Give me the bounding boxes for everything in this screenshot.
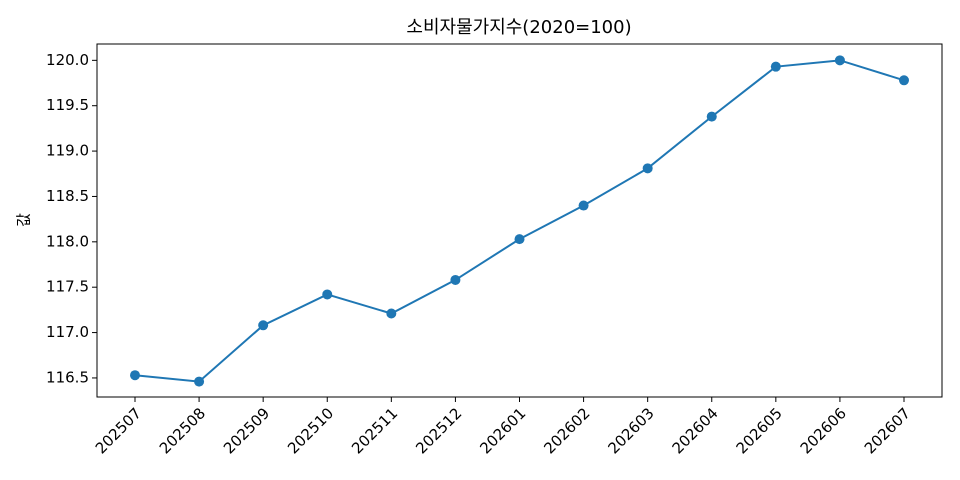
y-tick-label: 117.0 xyxy=(46,323,89,341)
point xyxy=(450,274,461,285)
x-tick-label: 202508 xyxy=(156,404,209,457)
x-tick-label: 202602 xyxy=(540,404,593,457)
x-tick-label: 202509 xyxy=(220,404,273,457)
point xyxy=(514,234,525,245)
y-tick-label: 118.0 xyxy=(46,232,89,250)
y-tick-label: 119.0 xyxy=(46,142,89,160)
x-tick-label: 202510 xyxy=(284,404,337,457)
point xyxy=(770,61,781,72)
point xyxy=(706,111,717,122)
y-tick-label: 120.0 xyxy=(46,51,89,69)
point xyxy=(258,320,269,331)
point xyxy=(322,289,333,300)
x-tick-label: 202511 xyxy=(348,404,401,457)
y-axis-label: 값 xyxy=(15,213,33,227)
point xyxy=(834,55,845,66)
x-tick-label: 202601 xyxy=(476,404,529,457)
x-tick-label: 202604 xyxy=(669,404,722,457)
y-tick-label: 118.5 xyxy=(46,187,89,205)
x-tick-label: 202507 xyxy=(92,404,145,457)
x-tick-label: 202606 xyxy=(797,404,850,457)
y-tick-label: 117.5 xyxy=(46,278,89,296)
x-tick-label: 202603 xyxy=(604,404,657,457)
x-tick-label: 202607 xyxy=(861,404,914,457)
chart-title: 소비자물가지수(2020=100) xyxy=(406,17,631,38)
point xyxy=(194,376,205,387)
y-tick-label: 116.5 xyxy=(46,368,89,386)
plot-frame xyxy=(96,43,943,398)
line xyxy=(134,59,905,383)
x-tick-label: 202512 xyxy=(412,404,465,457)
point xyxy=(642,163,653,174)
x-tick-label: 202605 xyxy=(733,404,786,457)
point xyxy=(578,200,589,211)
point xyxy=(899,75,909,86)
y-tick-label: 119.5 xyxy=(46,96,89,114)
point xyxy=(386,308,397,319)
point xyxy=(130,370,140,381)
